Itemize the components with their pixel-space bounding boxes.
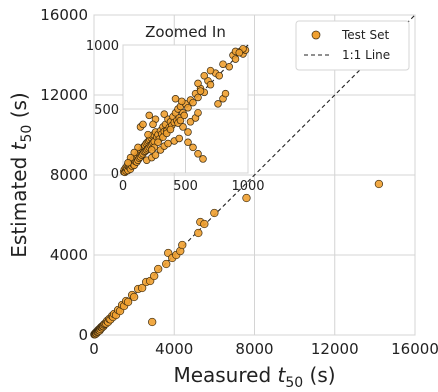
inset-data-point (184, 103, 192, 112)
inset-data-point (194, 150, 202, 158)
inset-data-point (144, 130, 152, 139)
x-axis-label-base: Measured (173, 363, 277, 387)
legend-box (295, 20, 410, 71)
inset-data-point (154, 138, 162, 147)
y-axis-label: Estimated t50 (s) (7, 92, 35, 257)
main-x-tick-label: 4000 (155, 340, 193, 358)
inset-data-point (151, 151, 160, 159)
x-axis-label-subscript: 50 (285, 375, 303, 388)
inset-data-point (215, 71, 224, 80)
inset-x-tick-label: 1000 (231, 179, 264, 194)
inset-data-point (178, 97, 186, 106)
main-data-point (154, 264, 163, 274)
inset-data-point (145, 111, 154, 120)
inset-data-point (179, 123, 187, 131)
main-data-point (242, 193, 251, 203)
inset-data-point (139, 120, 147, 129)
main-y-tick-label: 8000 (50, 166, 88, 184)
inset-data-point (171, 95, 180, 103)
inset-data-point (149, 120, 157, 129)
main-data-point (200, 219, 209, 229)
inset-y-tick-label: 0 (111, 167, 119, 182)
x-axis-label: Measured t50 (s) (173, 363, 335, 388)
inset-data-point (189, 143, 197, 152)
main-x-tick-label: 8000 (235, 340, 273, 358)
y-axis-label-unit: (s) (7, 92, 31, 124)
main-identity-line-path (93, 14, 416, 336)
inset-data-point (194, 109, 202, 117)
main-x-tick-label: 16000 (391, 340, 438, 358)
main-x-tick-label: 0 (89, 340, 99, 358)
main-y-tick-label: 12000 (40, 86, 88, 104)
legend-marker-test-set (311, 30, 321, 40)
main-data-point (137, 283, 147, 293)
inset-data-point (221, 89, 230, 98)
legend: Test Set 1:1 Line (295, 20, 410, 71)
inset-data-point (219, 60, 227, 68)
main-identity-line (93, 14, 416, 336)
inset-data-point (164, 139, 172, 148)
inset-data-point (206, 66, 215, 75)
inset-data-point (180, 111, 189, 120)
inset-x-tick-label: 500 (173, 179, 198, 194)
inset-data-point (184, 128, 192, 136)
inset-chart: 0 500 1000 0 500 1000 Zoomed In (86, 23, 265, 194)
main-x-tick-label: 12000 (311, 340, 359, 358)
main-points (90, 179, 384, 339)
inset-data-point (148, 146, 156, 154)
legend-label-test-set: Test Set (341, 28, 389, 42)
legend-label-identity-line: 1:1 Line (342, 48, 390, 62)
inset-data-point (200, 71, 209, 80)
x-axis-label-symbol: t (278, 363, 287, 387)
inset-data-point (206, 80, 215, 89)
inset-y-tick-label: 500 (94, 103, 119, 118)
inset-points (119, 45, 250, 177)
x-axis-label-unit: (s) (303, 363, 335, 387)
main-data-point (210, 208, 219, 218)
inset-data-point (194, 93, 202, 102)
inset-data-point (130, 148, 139, 157)
inset-data-point (189, 98, 197, 107)
inset-y-tick-label: 1000 (86, 39, 119, 54)
inset-data-point (235, 48, 244, 57)
main-y-tick-label: 0 (78, 326, 88, 344)
inset-data-point (160, 110, 169, 118)
inset-x-tick-label: 0 (119, 179, 127, 194)
inset-data-point (134, 143, 142, 152)
inset-data-point (124, 159, 132, 167)
inset-data-point (176, 116, 185, 125)
inset-data-point (196, 87, 205, 95)
main-data-point (178, 240, 187, 250)
inset-data-point (225, 63, 234, 71)
main-y-tick-label: 16000 (40, 6, 88, 24)
inset-tick-labels: 0 500 1000 0 500 1000 (86, 39, 265, 194)
main-data-point (148, 317, 157, 327)
main-data-point (162, 259, 171, 269)
inset-data-point (186, 118, 195, 126)
inset-data-point (184, 138, 192, 147)
main-data-point (129, 292, 139, 302)
inset-data-point (166, 125, 175, 134)
main-data-point (123, 297, 133, 307)
inset-data-point (214, 100, 222, 108)
inset-data-point (231, 55, 240, 63)
main-data-point (194, 228, 203, 238)
y-axis-label-base: Estimated (7, 150, 31, 257)
inset-data-point (199, 155, 207, 163)
main-data-point (150, 271, 159, 281)
inset-data-point (194, 79, 202, 88)
main-data-point (374, 179, 384, 189)
y-axis-label-symbol: t (7, 141, 31, 150)
main-y-tick-label: 4000 (50, 246, 88, 264)
inset-data-point (175, 134, 184, 143)
y-axis-label-subscript: 50 (19, 125, 35, 143)
main-tick-labels: 0 4000 8000 12000 16000 0 4000 8000 12000 16000 (40, 6, 438, 358)
inset-title: Zoomed In (145, 23, 226, 41)
